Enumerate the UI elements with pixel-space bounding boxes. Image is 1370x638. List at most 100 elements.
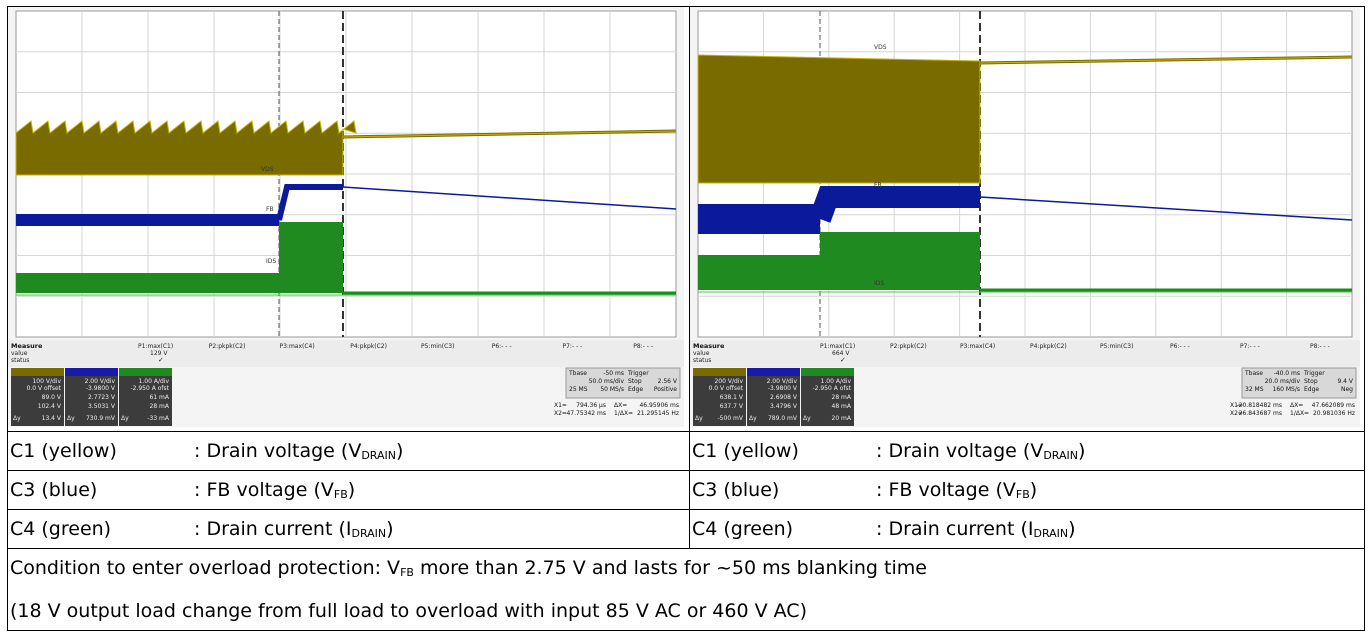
cursor-dx-label: ΔX=	[614, 402, 627, 409]
measure-panel	[690, 340, 1360, 367]
channel-dy-symbol: Δy	[695, 415, 703, 422]
legend-desc-c1: : Drain voltage (VDRAIN)	[194, 440, 404, 462]
channel-header	[801, 368, 854, 376]
channel-scale: 100 V/div	[32, 378, 61, 385]
measure-param: P5:min(C3)	[1100, 343, 1133, 350]
channel-dy: -33 mA	[147, 415, 170, 422]
channel-header	[747, 368, 800, 376]
channel-offset: 0.0 V offset	[27, 385, 62, 392]
channel-box	[119, 368, 172, 426]
timebase-rate: 160 MS/s	[1273, 386, 1301, 393]
channel-cursor2: 102.4 V	[38, 403, 62, 410]
channel-cursor2: 28 mA	[150, 403, 170, 410]
channel-dy-symbol: Δy	[803, 415, 811, 422]
condition-cell: Condition to enter overload protection: …	[7, 548, 1365, 631]
timebase-label: Tbase	[568, 370, 587, 377]
measure-param: P2:pkpk(C2)	[209, 343, 246, 350]
trigger-mode: Stop	[628, 378, 642, 385]
right-scope-cell: VDS FB IDS Measure value status P1:max(C1) P2:p…	[689, 6, 1365, 432]
timebase-samples: 25 MS	[569, 386, 588, 393]
cursor-freq-value: 21.295145 Hz	[637, 410, 679, 417]
channel-header	[119, 368, 172, 376]
measure-param: P2:pkpk(C2)	[890, 343, 927, 350]
right-legend-c1: C1 (yellow) : Drain voltage (VDRAIN)	[689, 431, 1365, 471]
trigger-label: Trigger	[627, 370, 649, 377]
trace-ids-overload	[279, 222, 343, 293]
timebase-label: Tbase	[1244, 370, 1263, 377]
channel-offset: -2.950 A ofst	[812, 385, 851, 392]
left-legend-c1: C1 (yellow) : Drain voltage (VDRAIN)	[7, 431, 690, 471]
channel-cursor2: 3.4796 V	[770, 403, 798, 410]
channel-scale: 2.00 V/div	[767, 378, 798, 385]
legend-channel-c1: C1 (yellow)	[10, 440, 117, 462]
channel-dy-symbol: Δy	[67, 415, 75, 422]
channel-offset: -3.9800 V	[768, 385, 798, 392]
channel-cursor1: 2.7723 V	[88, 394, 116, 401]
cursor-x1-label: X1=	[554, 402, 567, 409]
timebase-per-div: 50.0 ms/div	[589, 378, 625, 385]
channel-box	[801, 368, 854, 426]
measure-p1-value: 129 V	[150, 350, 168, 357]
cursor-freq-label: 1/ΔX=	[1290, 410, 1309, 417]
timebase-samples: 32 MS	[1245, 386, 1264, 393]
cursor-x1-value: 794.36 µs	[576, 402, 606, 409]
trace-label-fb: FB	[266, 206, 274, 213]
measure-panel	[8, 340, 684, 367]
channel-header	[11, 368, 64, 376]
measure-row-value: value	[693, 350, 710, 357]
trigger-edge: Positive	[654, 386, 677, 393]
measure-p1-value: 664 V	[832, 350, 850, 357]
legend-channel-c4: C4 (green)	[692, 518, 794, 540]
channel-dy: 13.4 V	[42, 415, 62, 422]
trace-vds-envelope	[697, 54, 981, 184]
measure-param: P3:max(C4)	[960, 343, 995, 350]
trace-fb-decay	[342, 186, 677, 210]
measure-param: P4:pkpk(C2)	[350, 343, 387, 350]
channel-offset: -2.950 A ofst	[130, 385, 169, 392]
trigger-edge: Neg	[1341, 386, 1353, 393]
timebase-value: -50 ms	[603, 370, 624, 377]
trace-label-ids: IDS	[874, 280, 884, 287]
trace-fb-before	[698, 204, 820, 234]
channel-scale: 1.00 A/div	[139, 378, 170, 385]
trace-vds-after-edge	[979, 56, 1353, 64]
trace-label-vds: VDS	[261, 166, 274, 173]
trace-label-vds: VDS	[874, 44, 887, 51]
channel-header	[693, 368, 746, 376]
channel-box	[693, 368, 746, 426]
measure-status-check: ✓	[158, 356, 164, 364]
trigger-level: 9.4 V	[1337, 378, 1353, 385]
trace-fb-rise	[276, 184, 343, 221]
trigger-level: 2.56 V	[658, 378, 678, 385]
channel-header	[65, 368, 118, 376]
trace-fb-rise	[809, 186, 980, 223]
cursor-dx-label: ΔX=	[1290, 402, 1303, 409]
measure-param: P1:max(C1)	[138, 343, 173, 350]
measure-param: P8:- - -	[633, 343, 653, 350]
channel-cursor1: 28 mA	[832, 394, 852, 401]
trigger-edge-label: Edge	[628, 386, 643, 393]
legend-desc-c4: : Drain current (IDRAIN)	[876, 518, 1076, 540]
channel-box	[747, 368, 800, 426]
legend-channel-c3: C3 (blue)	[10, 479, 98, 501]
channel-dy: -500 mV	[718, 415, 744, 422]
timebase-box	[1241, 367, 1357, 399]
legend-channel-c1: C1 (yellow)	[692, 440, 799, 462]
measure-status-check: ✓	[840, 356, 846, 364]
legend-desc-c3: : FB voltage (VFB)	[194, 479, 356, 501]
trace-vds-envelope	[15, 120, 357, 176]
trigger-mode: Stop	[1304, 378, 1318, 385]
left-legend-c3: C3 (blue) : FB voltage (VFB)	[7, 470, 690, 510]
measure-param: P3:max(C4)	[280, 343, 315, 350]
cursor-x2-label: X2=	[554, 410, 567, 417]
condition-line-1: Condition to enter overload protection: …	[10, 557, 927, 579]
trace-label-fb: FB	[874, 182, 882, 189]
cursor-x1-value: -20.818482 ms	[1237, 402, 1283, 409]
timebase-value: -40.0 ms	[1274, 370, 1300, 377]
measure-row-status: status	[11, 357, 29, 364]
legend-channel-c3: C3 (blue)	[692, 479, 780, 501]
channel-scale: 2.00 V/div	[85, 378, 116, 385]
trigger-label: Trigger	[1303, 370, 1325, 377]
cursor-dx-value: 46.95906 ms	[639, 402, 679, 409]
